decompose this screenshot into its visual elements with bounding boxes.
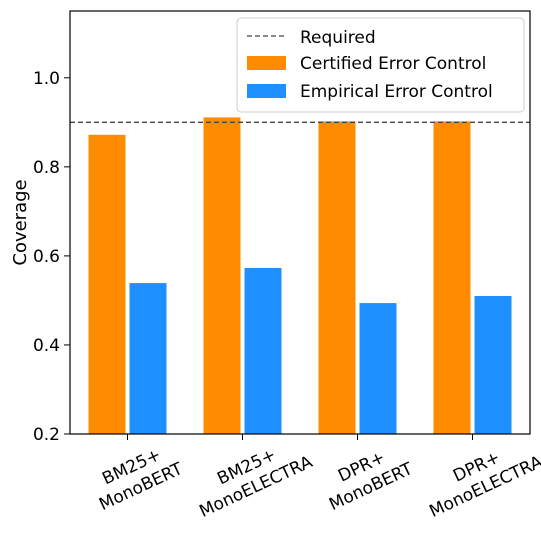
y-axis: 0.2 0.4 0.6 0.8 1.0 [33,69,70,445]
x-tick-label-group: BM25+MonoBERT [96,445,186,515]
bar-empirical-4 [474,295,512,434]
bar-empirical-1 [129,283,167,434]
bar-certified-1 [88,134,126,435]
y-tick-label: 1.0 [33,69,60,89]
bar-certified-4 [433,121,471,434]
y-tick-label: 0.4 [33,336,60,356]
x-tick-label-group: BM25+MonoELECTRA [196,445,316,522]
bar-empirical-3 [359,303,397,434]
legend-swatch-certified [247,56,286,70]
bar-certified-2 [203,117,241,434]
legend-label-certified: Certified Error Control [300,54,486,74]
legend-swatch-empirical [247,84,286,98]
legend-label-empirical: Empirical Error Control [300,82,493,102]
bar-certified-3 [318,121,356,434]
x-tick-label-group: DPR+MonoELECTRA [426,448,541,522]
bars-layer [88,117,512,435]
y-tick-label: 0.2 [33,425,60,445]
legend-required-label: Required [300,28,376,48]
legend: Required Certified Error Control Empirical… [236,17,525,113]
y-tick-label: 0.6 [33,247,60,267]
plot-area-frame [69,10,531,435]
bar-empirical-2 [244,267,282,434]
legend-box [236,17,525,113]
x-tick-label-group: DPR+MonoBERT [326,448,416,515]
x-axis: BM25+MonoBERT BM25+MonoELECTRA DPR+MonoBER… [96,434,541,522]
y-tick-label: 0.8 [33,158,60,178]
y-axis-label: Coverage [10,179,31,265]
